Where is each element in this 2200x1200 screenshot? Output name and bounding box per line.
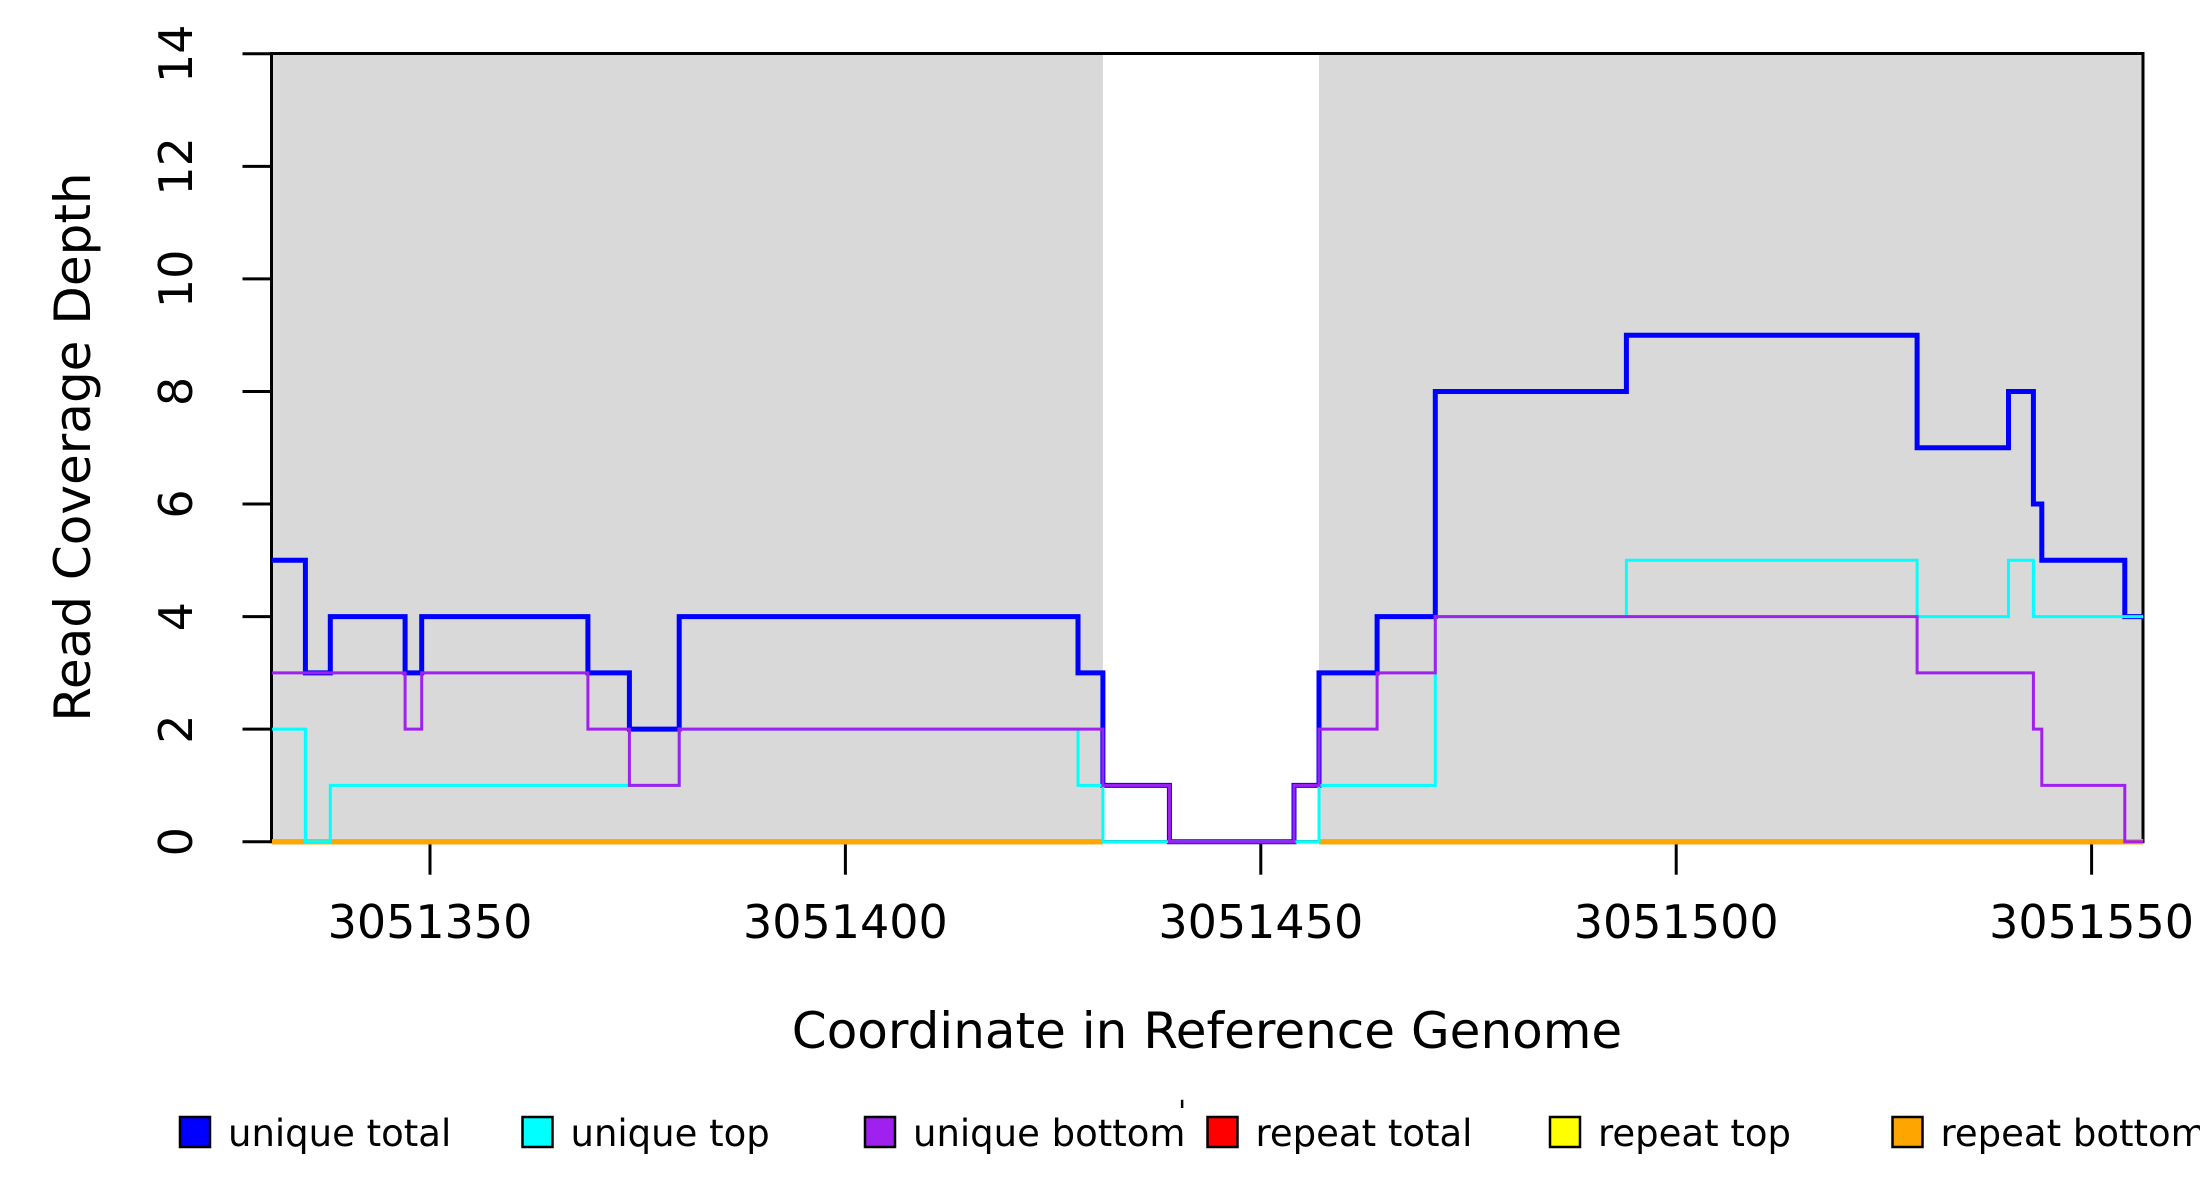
legend-label-repeat-top: repeat top (1598, 1112, 1791, 1155)
y-tick-label: 6 (149, 489, 203, 518)
legend-label-repeat-total: repeat total (1256, 1112, 1473, 1155)
series-unique-top-line (272, 558, 2144, 844)
x-tick-label: 3051350 (328, 895, 533, 949)
repeat-region-shading (272, 53, 2144, 842)
legend-swatch-unique-top (521, 1115, 554, 1149)
y-tick-label: 10 (149, 250, 203, 309)
legend-swatch-unique-total (178, 1115, 212, 1149)
y-tick-label: 4 (149, 602, 203, 631)
coverage-series (272, 332, 2144, 845)
legend: unique total unique top unique bottom repea… (178, 1112, 2200, 1155)
x-tick-label: 3051500 (1574, 895, 1779, 949)
y-tick-label: 12 (149, 137, 203, 196)
y-tick-label: 0 (149, 827, 203, 856)
legend-swatch-repeat-total (1206, 1115, 1239, 1149)
repeat-region-rect (272, 53, 1103, 842)
y-axis-title: Read Coverage Depth (44, 172, 102, 721)
repeat-region-rect (1318, 53, 2144, 842)
y-tick-label: 2 (149, 714, 203, 743)
axes: 3051350 3051400 3051450 3051500 3051550 0 2 4 6 8… (149, 25, 2194, 949)
legend-swatch-repeat-top (1548, 1115, 1582, 1149)
legend-swatch-repeat-bottom (1891, 1115, 1924, 1149)
y-tick-label: 14 (149, 25, 203, 84)
legend-swatch-unique-bottom (863, 1115, 897, 1149)
legend-label-unique-top: unique top (571, 1112, 770, 1155)
legend-label-unique-total: unique total (228, 1112, 451, 1155)
x-axis-title: Coordinate in Reference Genome (792, 1002, 1622, 1060)
x-tick-label: 3051550 (1989, 895, 2194, 949)
legend-label-unique-bottom: unique bottom (913, 1112, 1185, 1155)
x-tick-label: 3051450 (1158, 895, 1363, 949)
x-tick-label: 3051400 (743, 895, 948, 949)
series-unique-bottom-line (272, 615, 2144, 844)
stray-mark: ' (1178, 1095, 1186, 1130)
y-tick-label: 8 (149, 377, 203, 406)
legend-label-repeat-bottom: repeat bottom (1941, 1112, 2200, 1155)
